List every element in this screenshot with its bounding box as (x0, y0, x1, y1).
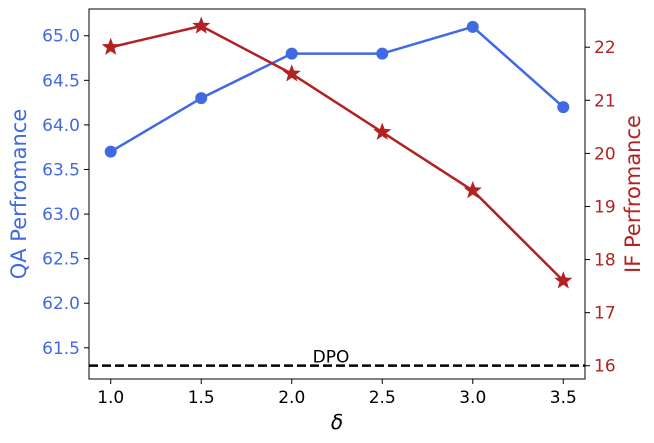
axis-layer: 1.0 1.5 2.0 2.5 3.0 3.5 61.5 62.0 62.5 63.0 63.5 64… (42, 27, 616, 408)
right-y-tick-label: 20 (594, 144, 616, 164)
left-axis-label: QA Perfromance (7, 109, 31, 280)
series-1-point (282, 64, 301, 82)
right-y-tick-label: 18 (594, 251, 616, 271)
x-axis-label: δ (331, 410, 343, 434)
right-y-tick-label: 21 (594, 91, 616, 111)
right-axis-label: IF Perfromance (621, 115, 645, 273)
left-y-tick-label: 62.0 (42, 294, 80, 314)
right-y-tick-label: 17 (594, 304, 616, 324)
series-0-line (110, 25, 565, 153)
series-0-point (285, 47, 298, 60)
left-y-tick-label: 63.0 (42, 205, 80, 225)
x-tick-label: 3.5 (550, 388, 577, 408)
series-0-point (104, 145, 117, 158)
dpo-reference-label: DPO (313, 348, 350, 368)
left-y-tick-label: 63.5 (42, 160, 80, 180)
plot-frame (88, 8, 586, 380)
left-y-tick-label: 65.0 (42, 27, 80, 47)
left-y-tick-label: 64.0 (42, 116, 80, 136)
left-y-tick-label: 64.5 (42, 71, 80, 91)
series-1-line (110, 24, 565, 282)
right-y-tick-label: 16 (594, 357, 616, 377)
x-tick-label: 1.0 (97, 388, 124, 408)
x-tick-label: 2.0 (278, 388, 305, 408)
series-1-point (463, 181, 482, 199)
x-tick-label: 1.5 (188, 388, 215, 408)
x-tick-label: 3.0 (459, 388, 486, 408)
series-1-point (101, 37, 120, 55)
series-1-point (554, 271, 573, 289)
x-tick-label: 2.5 (369, 388, 396, 408)
series-1-point (373, 122, 392, 140)
series-0-point (195, 92, 208, 105)
series-1-point (192, 16, 211, 34)
left-y-tick-label: 61.5 (42, 339, 80, 359)
series-0-point (376, 47, 389, 60)
left-y-tick-label: 62.5 (42, 250, 80, 270)
plot-layer: DPO (89, 16, 585, 368)
series-0-point (466, 20, 479, 33)
series-0-point (557, 101, 570, 114)
right-y-tick-label: 19 (594, 197, 616, 217)
right-y-tick-label: 22 (594, 38, 616, 58)
